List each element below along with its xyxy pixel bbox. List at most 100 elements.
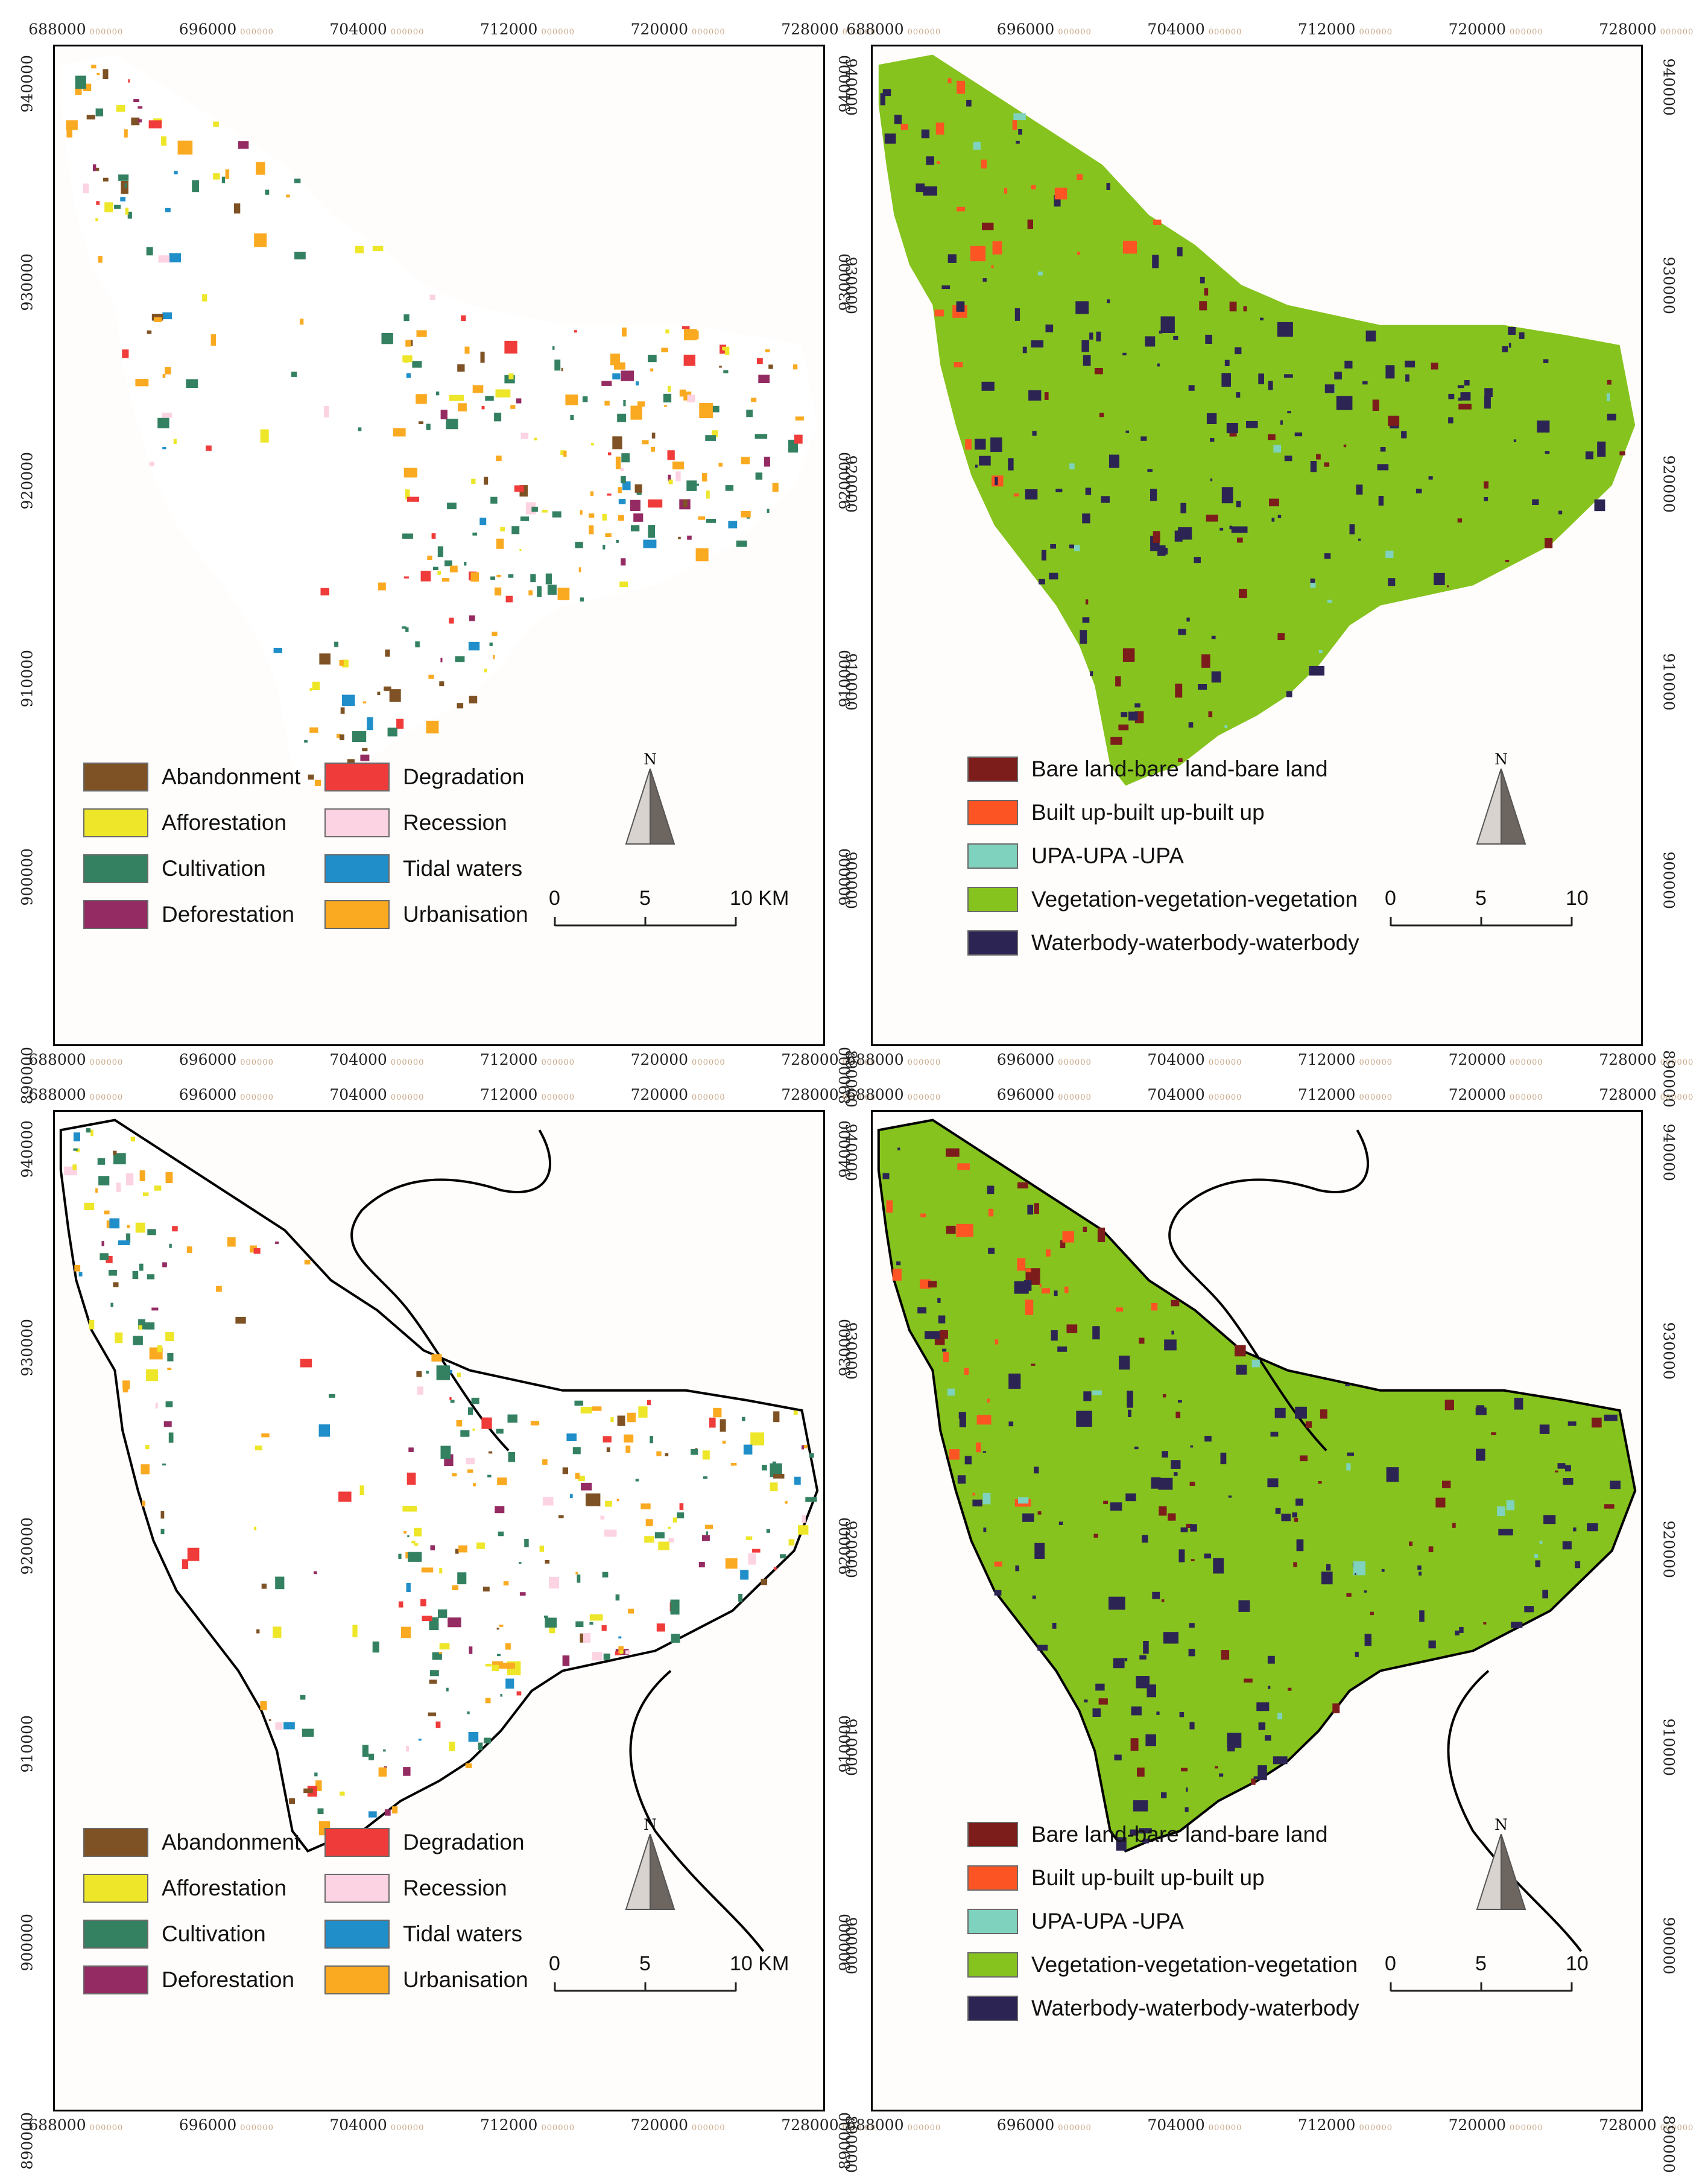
- land-patch: [342, 659, 349, 668]
- land-patch: [1294, 1518, 1298, 1522]
- legend-item: Cultivation: [83, 1920, 266, 1949]
- land-patch: [294, 179, 301, 183]
- land-patch: [493, 655, 495, 659]
- land-patch: [378, 582, 386, 591]
- land-patch: [337, 734, 341, 738]
- land-patch: [519, 549, 522, 551]
- land-patch: [78, 1272, 83, 1277]
- x-tick-ghost: 000000: [1208, 28, 1242, 37]
- land-patch: [516, 1691, 522, 1696]
- y-tick-left: 900000: [18, 1913, 36, 1972]
- x-tick-top: 728000 000000: [781, 21, 876, 38]
- region-area: [878, 54, 1636, 786]
- land-patch: [1101, 496, 1110, 503]
- land-patch: [1186, 617, 1190, 622]
- land-patch: [545, 573, 552, 585]
- land-patch: [574, 330, 577, 333]
- land-patch: [455, 656, 465, 662]
- land-patch: [1270, 1432, 1279, 1437]
- land-patch: [403, 314, 410, 322]
- x-tick-ghost: 000000: [1208, 1058, 1242, 1067]
- land-patch: [238, 141, 249, 149]
- land-patch: [1215, 1766, 1218, 1769]
- land-cover-map: [878, 54, 1636, 786]
- x-tick-ghost: 000000: [390, 1058, 425, 1067]
- land-patch: [254, 233, 267, 247]
- land-patch: [494, 413, 502, 422]
- land-patch: [384, 1766, 387, 1769]
- land-patch: [1028, 390, 1042, 401]
- land-patch: [970, 246, 986, 262]
- legend-item: Degradation: [324, 1828, 525, 1857]
- land-patch: [1455, 1630, 1460, 1635]
- land-patch: [1115, 676, 1121, 687]
- x-tick-ghost: 000000: [1660, 2124, 1694, 2133]
- land-patch: [1310, 582, 1316, 588]
- land-patch: [1447, 585, 1449, 588]
- land-patch: [592, 1406, 602, 1411]
- land-patch: [668, 1526, 671, 1529]
- land-patch: [1160, 316, 1175, 333]
- land-patch: [773, 1411, 780, 1423]
- land-patch: [1085, 599, 1089, 604]
- land-patch: [607, 493, 612, 496]
- land-patch: [572, 1447, 581, 1454]
- x-tick-label: 728000: [781, 21, 839, 38]
- land-patch: [1235, 347, 1242, 355]
- land-patch: [1171, 1330, 1174, 1335]
- land-patch: [1498, 1529, 1513, 1536]
- legend-item: UPA-UPA -UPA: [967, 1909, 1184, 1934]
- land-patch: [618, 1636, 622, 1638]
- land-patch: [91, 65, 96, 69]
- land-patch: [1153, 220, 1162, 225]
- x-tick-ghost: 000000: [541, 1058, 575, 1067]
- land-patch: [93, 168, 100, 171]
- land-patch: [880, 93, 885, 106]
- land-patch: [1106, 183, 1110, 190]
- land-patch: [128, 79, 130, 83]
- land-patch: [1435, 1497, 1446, 1508]
- land-patch: [765, 349, 770, 352]
- land-patch: [406, 373, 411, 378]
- land-patch: [665, 329, 669, 334]
- land-patch: [617, 413, 627, 422]
- x-tick-top: 720000 000000: [1449, 21, 1543, 38]
- land-patch: [934, 309, 944, 317]
- x-tick-ghost: 000000: [1058, 28, 1092, 37]
- land-patch: [174, 171, 178, 175]
- land-patch: [457, 703, 464, 709]
- land-patch: [1256, 1702, 1270, 1711]
- land-patch: [656, 1623, 665, 1632]
- land-patch: [359, 1485, 364, 1496]
- land-patch: [1173, 335, 1178, 340]
- y-tick-left: 940000: [18, 55, 36, 113]
- x-tick-ghost: 000000: [541, 1093, 575, 1102]
- land-patch: [1153, 531, 1160, 543]
- land-patch: [485, 1663, 492, 1667]
- land-patch: [256, 162, 265, 175]
- land-patch: [702, 1450, 710, 1460]
- y-tick-left: 910000: [18, 650, 36, 708]
- land-patch: [147, 330, 152, 334]
- land-patch: [352, 1625, 358, 1637]
- land-patch: [1113, 1658, 1125, 1669]
- x-tick-ghost: 000000: [89, 1093, 124, 1102]
- x-tick-label: 712000: [1298, 21, 1356, 38]
- land-patch: [458, 403, 467, 411]
- land-patch: [923, 186, 937, 196]
- land-patch: [1265, 1735, 1271, 1741]
- land-patch: [430, 1545, 435, 1550]
- legend-swatch: [324, 1965, 390, 1994]
- land-patch: [1275, 1508, 1281, 1514]
- land-patch: [416, 330, 427, 337]
- x-tick-bottom: 720000 000000: [1449, 2116, 1543, 2134]
- land-patch: [452, 1585, 459, 1590]
- x-tick-ghost: 000000: [1058, 1093, 1092, 1102]
- land-patch: [698, 516, 706, 520]
- land-patch: [973, 141, 981, 150]
- land-patch: [768, 364, 773, 369]
- x-tick-label: 728000: [1599, 2116, 1657, 2134]
- x-tick-bottom: 688000 000000: [846, 2116, 941, 2134]
- land-patch: [1211, 635, 1216, 639]
- land-patch: [496, 1628, 499, 1630]
